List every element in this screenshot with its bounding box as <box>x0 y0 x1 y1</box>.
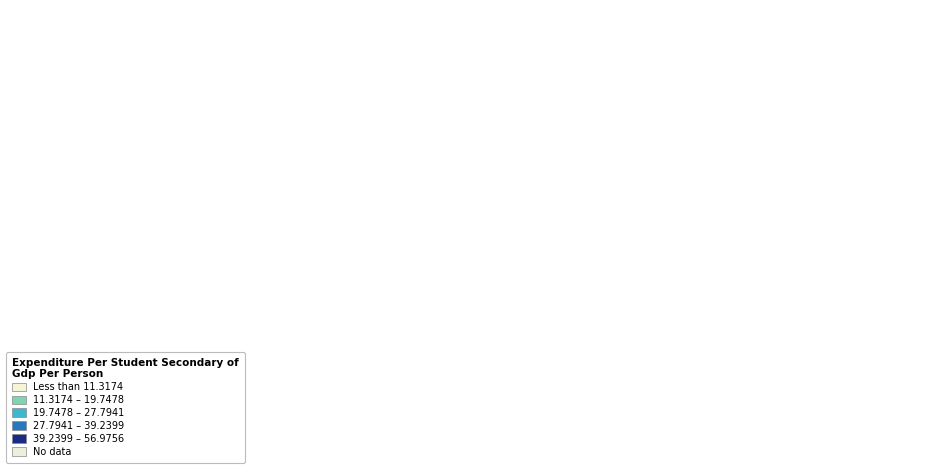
Legend: Less than 11.3174, 11.3174 – 19.7478, 19.7478 – 27.7941, 27.7941 – 39.2399, 39.2: Less than 11.3174, 11.3174 – 19.7478, 19… <box>7 352 244 463</box>
